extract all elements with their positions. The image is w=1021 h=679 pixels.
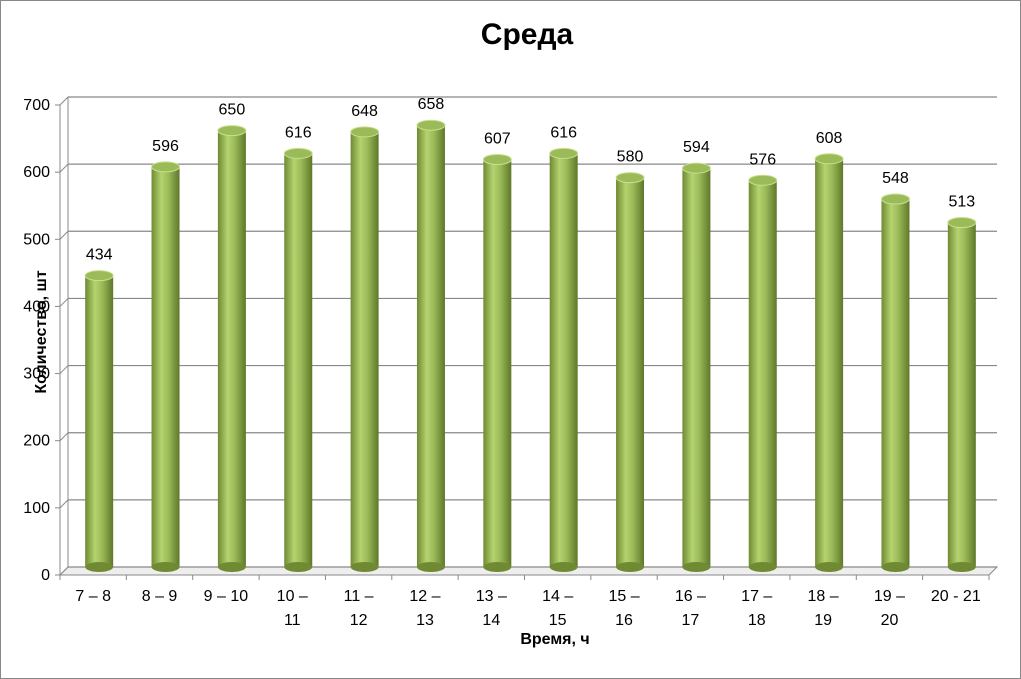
bar-base: [284, 562, 313, 572]
bar-base: [416, 562, 445, 572]
x-tick-label: 9 – 10: [204, 588, 249, 605]
value-label: 658: [418, 96, 445, 113]
grid-side: [59, 499, 69, 509]
bar-base: [350, 562, 379, 572]
value-label: 616: [285, 124, 312, 141]
bar-base: [682, 562, 711, 572]
bar: [616, 177, 645, 568]
bar: [947, 222, 976, 568]
bar: [85, 275, 114, 567]
bar-base: [881, 562, 910, 572]
value-label: 596: [152, 138, 179, 155]
x-tick-label: 15 –16: [608, 588, 639, 629]
value-label: 616: [550, 124, 577, 141]
grid-side: [59, 163, 69, 173]
bar-top: [681, 162, 711, 174]
value-label: 513: [948, 194, 975, 211]
bar: [815, 158, 844, 567]
y-tick-label: 700: [23, 97, 50, 114]
x-tick-label: 20 - 21: [931, 588, 981, 605]
chart-title: Среда: [481, 18, 574, 51]
x-tick-label: 18 –19: [808, 588, 839, 629]
x-tick-label: 16 –17: [675, 588, 706, 629]
bar: [748, 180, 777, 567]
value-label: 594: [683, 139, 710, 156]
value-label: 576: [749, 151, 776, 168]
grid-side: [59, 566, 69, 576]
bar: [217, 130, 246, 568]
value-label: 580: [617, 149, 644, 166]
bar-top: [283, 147, 313, 159]
bar-base: [616, 562, 645, 572]
grid-side: [59, 96, 69, 106]
bar-base: [85, 562, 114, 572]
bar-top: [416, 119, 446, 131]
y-tick-label: 300: [23, 366, 50, 383]
x-axis-title: Время, ч: [520, 631, 589, 648]
bar-top: [615, 172, 645, 184]
bar: [151, 166, 180, 568]
x-tick-label: 19 –20: [874, 588, 905, 629]
grid-side: [59, 365, 69, 374]
grid-side: [59, 298, 69, 307]
bar-top: [947, 217, 977, 229]
value-label: 607: [484, 130, 511, 147]
x-tick-label: 12 –13: [409, 588, 440, 629]
bar: [682, 168, 711, 567]
x-tick-label: 7 – 8: [75, 588, 111, 605]
value-label: 434: [86, 247, 113, 264]
bar-base: [217, 562, 246, 572]
bar-base: [947, 562, 976, 572]
bar: [350, 131, 379, 567]
bar-base: [151, 562, 180, 572]
y-tick-label: 0: [41, 567, 50, 584]
bar-top: [814, 153, 844, 165]
x-tick-label: 8 – 9: [142, 588, 178, 605]
grid-side: [59, 432, 69, 442]
bar-top: [549, 147, 579, 159]
value-label: 650: [219, 102, 246, 119]
y-tick-label: 400: [23, 298, 50, 315]
bar-base: [815, 562, 844, 572]
grid-side: [59, 230, 69, 240]
floor: [58, 566, 999, 576]
bar-top: [350, 126, 380, 138]
bar-top: [84, 270, 114, 282]
value-label: 548: [882, 170, 909, 187]
y-tick-label: 200: [23, 433, 50, 450]
bar-base: [483, 562, 512, 572]
x-tick-label: 10 –11: [277, 588, 308, 629]
y-axis-title: Количество, шт: [33, 270, 50, 393]
bar-top: [880, 193, 910, 205]
x-tick-label: 17 –18: [741, 588, 772, 629]
bar-top: [217, 125, 247, 137]
bar: [549, 153, 578, 567]
y-tick-label: 100: [23, 500, 50, 517]
value-label: 648: [351, 103, 378, 120]
x-tick-label: 11 –12: [344, 588, 374, 629]
bar-base: [748, 562, 777, 572]
x-tick-label: 13 –14: [476, 588, 507, 629]
bar-top: [482, 153, 512, 165]
y-tick-label: 500: [23, 231, 50, 248]
bar-top: [151, 161, 181, 173]
bar-top: [748, 174, 778, 186]
bar: [284, 153, 313, 567]
bar: [483, 159, 512, 567]
value-label: 608: [816, 130, 843, 147]
bar: [416, 125, 445, 567]
bar: [881, 199, 910, 568]
y-tick-label: 600: [23, 164, 50, 181]
bar-base: [549, 562, 578, 572]
x-tick-label: 14 –15: [542, 588, 573, 629]
